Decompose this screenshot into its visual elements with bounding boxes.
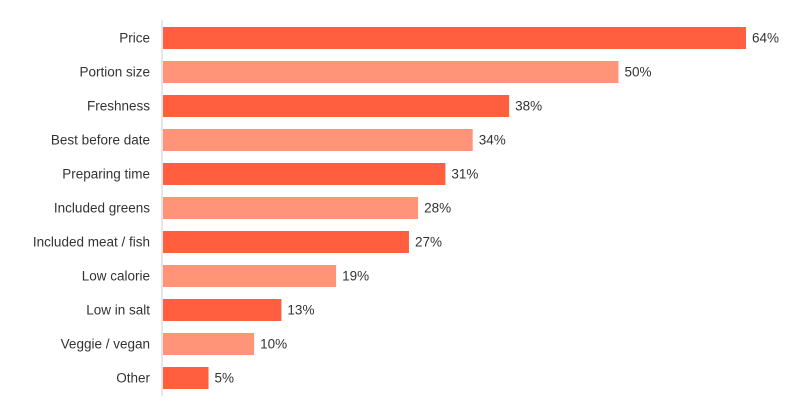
category-label-6: Included meat / fish [33, 235, 150, 250]
bar-8 [163, 299, 282, 321]
value-label-6: 27% [415, 235, 442, 250]
bar-6 [163, 231, 409, 253]
category-labels-group: Price Portion size Freshness Best before da… [33, 31, 151, 386]
category-label-10: Other [116, 371, 150, 386]
bar-2 [163, 95, 510, 117]
value-label-4: 31% [451, 167, 478, 182]
category-label-2: Freshness [87, 99, 150, 114]
bar-10 [163, 367, 209, 389]
value-labels-group: 64% 50% 38% 34% 31% 28% 27% 19% 13% 10% 5% [215, 31, 779, 386]
bar-5 [163, 197, 419, 219]
value-label-0: 64% [752, 31, 779, 46]
category-label-9: Veggie / vegan [61, 337, 150, 352]
value-label-1: 50% [624, 65, 651, 80]
value-label-7: 19% [342, 269, 369, 284]
bars-group [163, 27, 746, 389]
value-label-9: 10% [260, 337, 287, 352]
category-label-4: Preparing time [62, 167, 150, 182]
category-label-3: Best before date [51, 133, 150, 148]
bar-1 [163, 61, 619, 83]
value-label-10: 5% [215, 371, 235, 386]
category-label-7: Low calorie [82, 269, 150, 284]
category-label-5: Included greens [54, 201, 150, 216]
bar-4 [163, 163, 446, 185]
value-label-8: 13% [287, 303, 314, 318]
value-label-5: 28% [424, 201, 451, 216]
bar-9 [163, 333, 255, 355]
bar-0 [163, 27, 746, 49]
value-label-2: 38% [515, 99, 542, 114]
category-label-1: Portion size [79, 65, 150, 80]
value-label-3: 34% [479, 133, 506, 148]
category-label-8: Low in salt [86, 303, 150, 318]
category-label-0: Price [119, 31, 150, 46]
bar-3 [163, 129, 473, 151]
bar-7 [163, 265, 337, 287]
